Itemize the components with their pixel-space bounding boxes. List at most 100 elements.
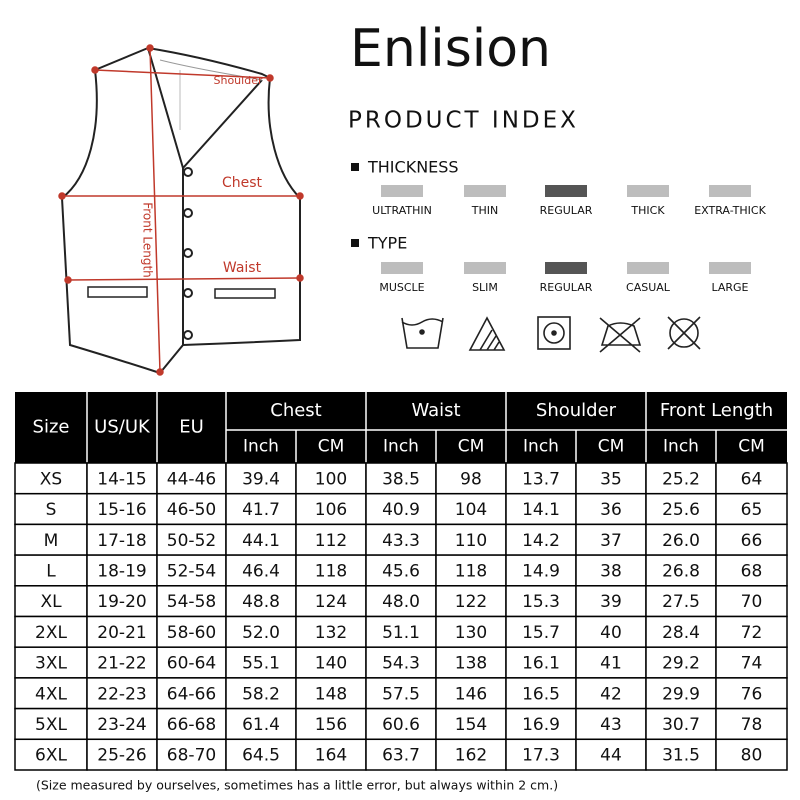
swatch-label: REGULAR [540,281,593,294]
swatch-label: EXTRA-THICK [694,204,766,217]
size-table: Size US/UK EU Chest Waist Shoulder Front Lengt… [14,392,788,771]
brand: Enlision [350,19,551,79]
cell-text: 106 [315,500,347,520]
unit-header: Inch [243,437,279,457]
header-cell: Size [33,417,70,438]
cell-text: 64.5 [242,746,280,766]
cell-text: 44 [600,746,622,766]
front-length-label: Front Length [141,202,155,278]
cell-text: 54.3 [382,654,420,674]
cell-text: 98 [460,469,482,489]
cell-text: 132 [315,623,347,643]
swatch [545,185,587,197]
swatch-label: REGULAR [540,204,593,217]
swatch [381,262,423,274]
cell-text: 110 [455,531,487,551]
swatch [709,262,751,274]
cell-text: 112 [315,531,347,551]
cell-text: 61.4 [242,715,280,735]
cell-text: 39.4 [242,469,280,489]
cell-text: 13.7 [522,469,560,489]
cell-text: 21-22 [97,654,146,674]
unit-header: Inch [663,437,699,457]
thickness-title: THICKNESS [367,158,459,177]
cell-text: 41 [600,654,622,674]
waist-label: Waist [223,260,262,276]
cell-text: 60-64 [167,654,216,674]
cell-text: 16.5 [522,684,560,704]
cell-text: 146 [455,684,487,704]
cell [435,615,507,648]
cell [86,554,158,587]
cell-text: 51.1 [382,623,420,643]
cell-text: 140 [315,654,347,674]
cell-text: 14.1 [522,500,560,520]
swatch-label: SLIM [472,281,498,294]
cell-text: 68 [741,561,763,581]
cell-text: 154 [455,715,487,735]
cell [715,707,788,741]
cell [715,523,788,556]
unit-header: CM [738,437,765,457]
cell [225,738,297,771]
cell [14,523,88,556]
cell-text: 122 [455,592,487,612]
swatch-label: CASUAL [626,281,671,294]
cell-text: 54-58 [167,592,216,612]
cell-text: 29.9 [662,684,700,704]
cell [575,646,647,679]
cell-text: 58.2 [242,684,280,704]
cell-text: 118 [315,561,347,581]
group-header: Waist [411,400,460,421]
cell [435,462,507,495]
cell [295,738,367,771]
cell-text: 60.6 [382,715,420,735]
unit-header: CM [458,437,485,457]
cell-text: 28.4 [662,623,700,643]
cell [86,492,158,526]
cell-text: 26.0 [662,531,700,551]
cell [715,492,788,526]
cell-text: 44.1 [242,531,280,551]
cell-text: 46.4 [242,561,280,581]
cell-text: 40.9 [382,500,420,520]
cell-text: 14-15 [97,469,146,489]
cell-text: 45.6 [382,561,420,581]
cell-text: 17.3 [522,746,560,766]
cell-text: 15.7 [522,623,560,643]
cell-text: M [44,531,59,551]
shoulder-label: Shoulder [214,74,263,87]
swatch-label: THICK [630,204,665,217]
cell-text: 19-20 [97,592,146,612]
cell [575,462,647,495]
cell-text: 42 [600,684,622,704]
cell [86,462,158,495]
cell [14,646,88,679]
cell-text: 130 [455,623,487,643]
cell [365,738,437,771]
cell [14,462,88,495]
cell-text: XS [40,469,62,489]
cell [435,707,507,741]
cell-text: 41.7 [242,500,280,520]
cell [365,585,437,618]
cell [715,585,788,618]
cell-text: 6XL [35,746,67,766]
cell-text: 30.7 [662,715,700,735]
cell [505,646,577,679]
swatch [627,185,669,197]
cell-text: 162 [455,746,487,766]
cell-text: 43.3 [382,531,420,551]
unit-header: Inch [383,437,419,457]
swatch-label: MUSCLE [379,281,424,294]
bullet [351,163,359,171]
swatch [381,185,423,197]
swatch [709,185,751,197]
cell [86,707,158,741]
cell-text: 40 [600,623,622,643]
cell [156,738,227,771]
cell-text: 156 [315,715,347,735]
cell [505,462,577,495]
cell [435,585,507,618]
